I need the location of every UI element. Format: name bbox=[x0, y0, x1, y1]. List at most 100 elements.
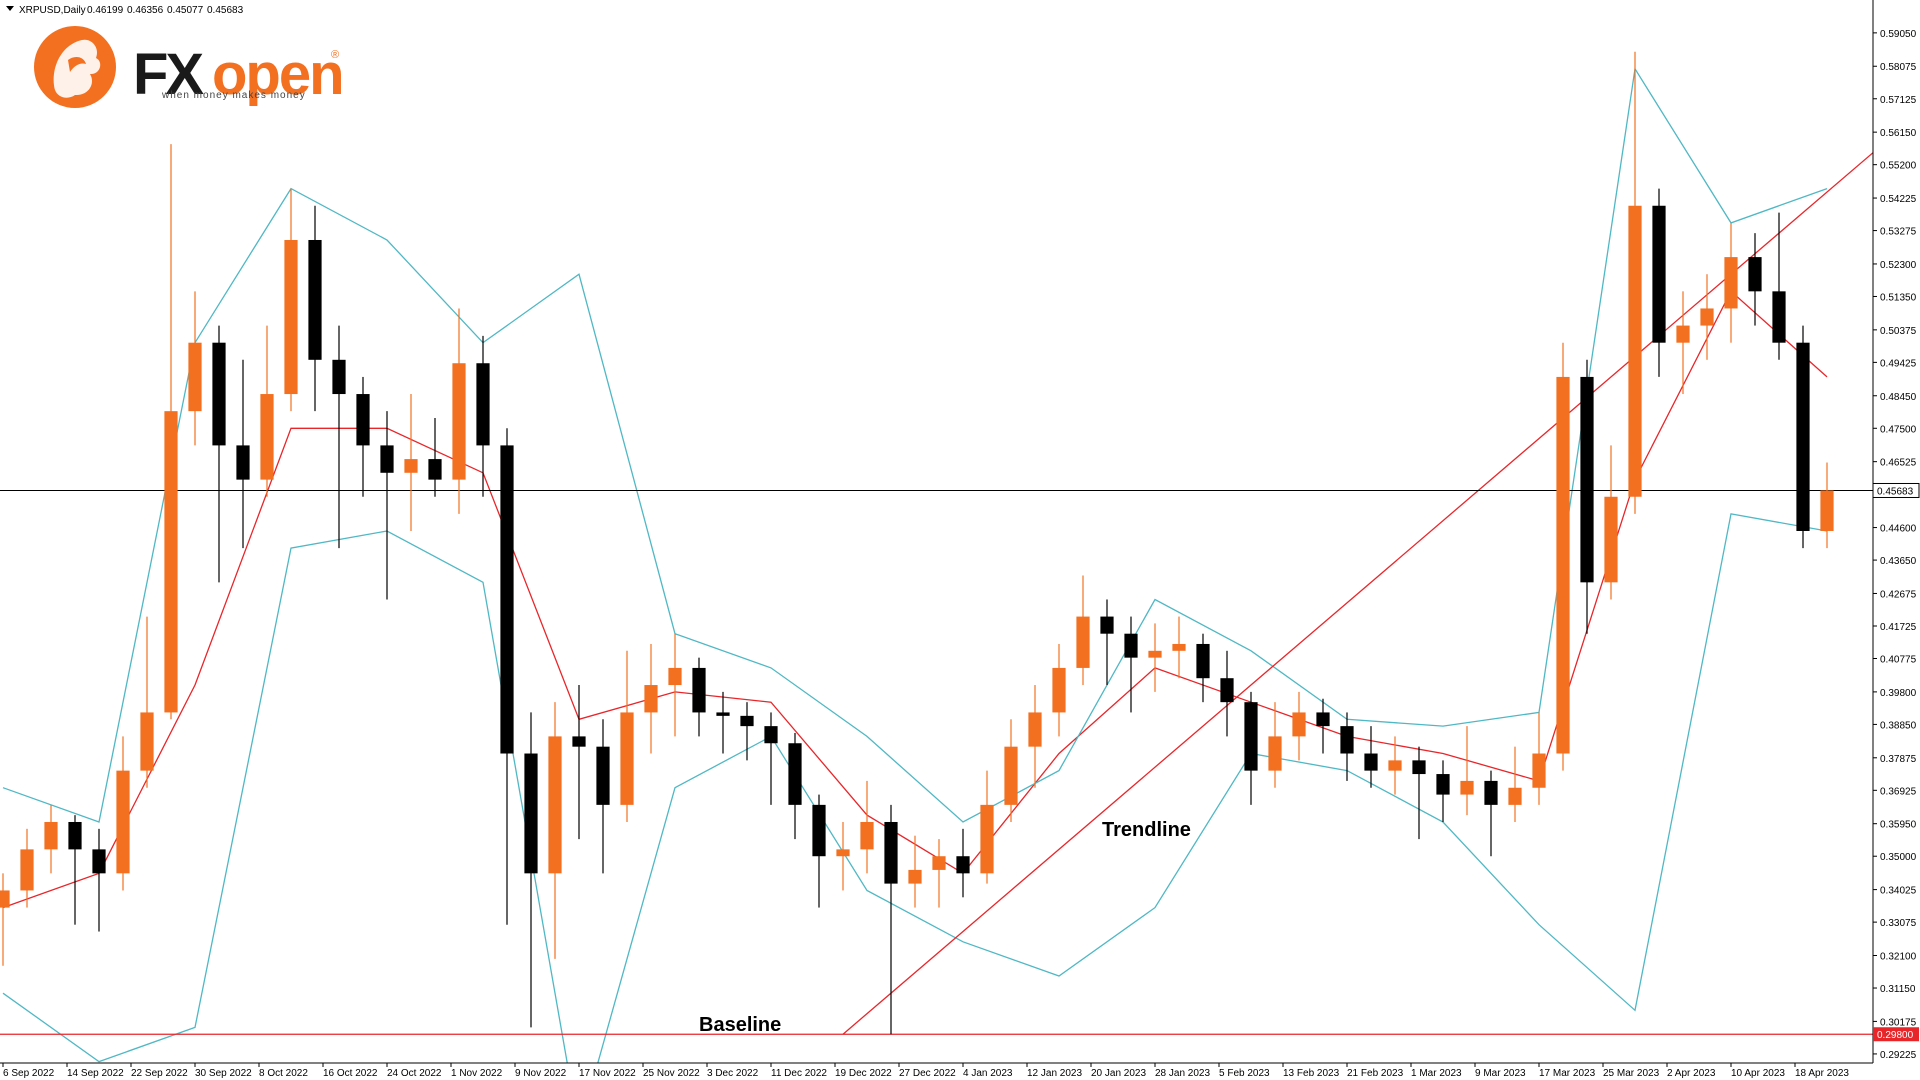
candle-body bbox=[1772, 291, 1786, 343]
candle-body bbox=[188, 342, 202, 412]
candle-body bbox=[20, 849, 34, 891]
ohlc-value: 0.46199 bbox=[87, 5, 124, 16]
price-box bbox=[1872, 482, 1920, 498]
candle-body bbox=[1028, 712, 1042, 747]
y-tick-label: 0.34025 bbox=[1880, 886, 1917, 897]
x-tick-label: 9 Nov 2022 bbox=[515, 1068, 567, 1079]
logo: FX open ® when money makes money bbox=[34, 26, 345, 108]
indicator-line bbox=[2, 66, 1828, 823]
x-tick-label: 22 Sep 2022 bbox=[131, 1068, 188, 1079]
logo-lion bbox=[53, 39, 101, 98]
price-box bbox=[1873, 1027, 1919, 1042]
candle-body bbox=[788, 743, 802, 805]
candle-body bbox=[1508, 787, 1522, 805]
candle-body bbox=[1676, 325, 1690, 343]
price-box-label: 0.45683 bbox=[1877, 486, 1914, 497]
candle-body bbox=[1700, 308, 1714, 326]
candle-body bbox=[1268, 736, 1282, 771]
candle-body bbox=[1292, 712, 1306, 737]
candle-body bbox=[1316, 712, 1330, 727]
candle-body bbox=[1052, 667, 1066, 713]
candle-body bbox=[500, 445, 514, 754]
y-tick-label: 0.54225 bbox=[1880, 194, 1917, 205]
candle-body bbox=[1100, 616, 1114, 634]
candle-body bbox=[548, 736, 562, 874]
y-tick-label: 0.46525 bbox=[1880, 458, 1917, 469]
candle-body bbox=[1532, 753, 1546, 788]
logo-mark: ® bbox=[331, 49, 339, 61]
x-tick-label: 30 Sep 2022 bbox=[195, 1068, 252, 1079]
x-tick-label: 14 Sep 2022 bbox=[67, 1068, 124, 1079]
candle-body bbox=[1604, 496, 1618, 583]
y-tick-label: 0.38850 bbox=[1880, 720, 1917, 731]
candle-body bbox=[1580, 376, 1594, 583]
candle-body bbox=[1724, 257, 1738, 309]
logo-tagline: when money makes money bbox=[161, 90, 306, 101]
candle-body bbox=[716, 712, 730, 716]
candle-body bbox=[908, 869, 922, 884]
ohlc-value: 0.45077 bbox=[167, 5, 204, 16]
candle-body bbox=[452, 363, 466, 480]
x-tick-label: 25 Mar 2023 bbox=[1603, 1068, 1660, 1079]
x-tick-label: 17 Nov 2022 bbox=[579, 1068, 636, 1079]
y-tick-label: 0.37875 bbox=[1880, 754, 1917, 765]
candle-body bbox=[44, 821, 58, 850]
x-tick-label: 25 Nov 2022 bbox=[643, 1068, 700, 1079]
y-tick-label: 0.29225 bbox=[1880, 1050, 1917, 1061]
candle-body bbox=[836, 849, 850, 857]
logo-text: FX bbox=[133, 42, 204, 107]
candle-body bbox=[980, 804, 994, 874]
candle-body bbox=[1820, 490, 1834, 531]
candle-body bbox=[92, 849, 106, 874]
candle-body bbox=[1148, 650, 1162, 658]
candle-body bbox=[1484, 780, 1498, 805]
logo-text: open bbox=[212, 42, 343, 107]
collapse-icon[interactable] bbox=[6, 6, 14, 11]
indicator-line bbox=[2, 513, 1828, 1063]
candle-body bbox=[1556, 376, 1570, 754]
ohlc-values: 0.46199 0.46356 0.45077 0.45683 bbox=[87, 5, 244, 16]
y-tick-label: 0.58075 bbox=[1880, 62, 1917, 73]
y-tick-label: 0.55200 bbox=[1880, 161, 1917, 172]
candle-body bbox=[1124, 633, 1138, 658]
candle-body bbox=[476, 363, 490, 446]
candle-body bbox=[260, 394, 274, 480]
x-tick-label: 16 Oct 2022 bbox=[323, 1068, 378, 1079]
symbol: XRPUSD,Daily bbox=[19, 5, 86, 16]
y-tick-label: 0.51350 bbox=[1880, 292, 1917, 303]
candle-body bbox=[1388, 760, 1402, 771]
candle-body bbox=[620, 712, 634, 805]
candle-body bbox=[1076, 616, 1090, 668]
candle-body bbox=[284, 239, 298, 395]
y-tick-label: 0.30175 bbox=[1880, 1017, 1917, 1028]
y-tick-label: 0.35000 bbox=[1880, 852, 1917, 863]
candle-body bbox=[1172, 643, 1186, 651]
annotation: Baseline bbox=[699, 1014, 781, 1036]
x-tick-label: 4 Jan 2023 bbox=[963, 1068, 1013, 1079]
x-tick-label: 5 Feb 2023 bbox=[1219, 1068, 1270, 1079]
candle-body bbox=[116, 770, 130, 874]
x-tick-label: 28 Jan 2023 bbox=[1155, 1068, 1210, 1079]
y-tick-label: 0.53275 bbox=[1880, 227, 1917, 238]
candle-body bbox=[1628, 205, 1642, 497]
x-tick-label: 17 Mar 2023 bbox=[1539, 1068, 1596, 1079]
ohlc-value: 0.46356 bbox=[127, 5, 164, 16]
y-tick-label: 0.48450 bbox=[1880, 392, 1917, 403]
x-tick-label: 27 Dec 2022 bbox=[899, 1068, 956, 1079]
y-tick-label: 0.33075 bbox=[1880, 918, 1917, 929]
y-tick-label: 0.36925 bbox=[1880, 786, 1917, 797]
candle-body bbox=[524, 753, 538, 874]
ohlc-value: 0.45683 bbox=[207, 5, 244, 16]
y-tick-label: 0.44600 bbox=[1880, 524, 1917, 535]
candle-body bbox=[1004, 746, 1018, 805]
candle-body bbox=[668, 667, 682, 686]
candle-body bbox=[860, 821, 874, 850]
x-tick-label: 18 Apr 2023 bbox=[1795, 1068, 1849, 1079]
y-tick-label: 0.57125 bbox=[1880, 95, 1917, 106]
candle-body bbox=[140, 712, 154, 771]
candle-body bbox=[740, 715, 754, 727]
plot-area bbox=[0, 51, 1873, 1063]
candle-body bbox=[956, 856, 970, 874]
